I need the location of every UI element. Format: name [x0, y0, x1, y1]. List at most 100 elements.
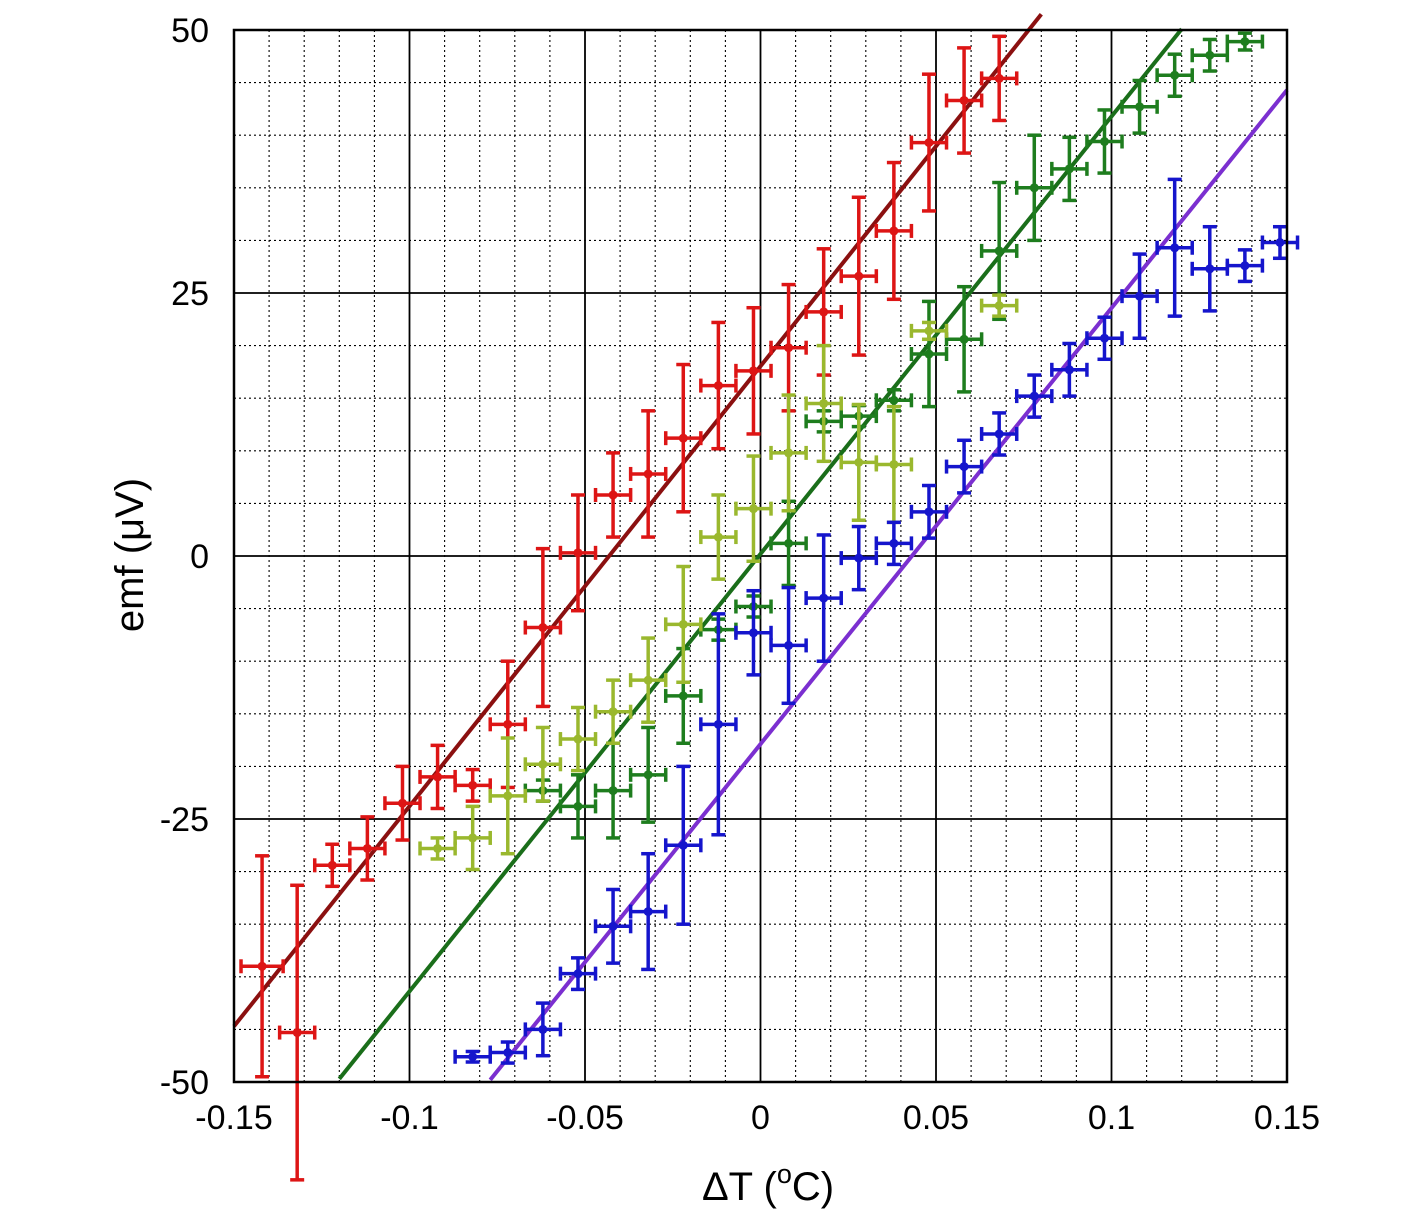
data-point	[959, 334, 969, 344]
data-point-errorbar	[909, 320, 949, 342]
data-point-errorbar	[769, 499, 808, 588]
data-point-errorbar	[558, 493, 598, 613]
data-point	[503, 791, 513, 801]
series	[418, 293, 1019, 872]
data-point-errorbar	[593, 887, 633, 965]
data-point-errorbar	[909, 72, 949, 213]
data-point	[784, 538, 794, 548]
data-point	[1099, 333, 1109, 343]
data-point	[924, 326, 934, 336]
data-point-errorbar	[453, 804, 492, 872]
data-point	[608, 921, 618, 931]
data-point-errorbar	[1155, 52, 1194, 99]
data-point-errorbar	[348, 815, 387, 882]
data-point-errorbar	[558, 956, 598, 992]
x-tick-label: 0.1	[1088, 1099, 1135, 1137]
data-point-errorbar	[593, 741, 633, 840]
data-point	[573, 969, 583, 979]
data-point-errorbar	[239, 854, 285, 1079]
data-point	[889, 459, 899, 469]
data-point-errorbar	[558, 773, 598, 840]
data-point-errorbar	[663, 362, 703, 514]
data-point	[1170, 70, 1180, 80]
data-point-errorbar	[699, 320, 738, 451]
data-point-errorbar	[979, 34, 1019, 123]
data-point	[1135, 291, 1145, 301]
x-tick-label: -0.1	[380, 1099, 439, 1137]
data-point-errorbar	[1050, 341, 1089, 398]
data-point-errorbar	[663, 564, 703, 684]
data-point-errorbar	[874, 160, 914, 302]
data-point	[994, 301, 1004, 311]
data-point-errorbar	[663, 764, 703, 926]
data-point-errorbar	[734, 305, 773, 436]
data-point	[468, 833, 478, 843]
data-point	[608, 786, 618, 796]
data-point-errorbar	[628, 409, 668, 539]
data-point	[292, 1028, 302, 1038]
data-point-errorbar	[1190, 224, 1230, 313]
data-point	[713, 719, 723, 729]
data-point	[1240, 37, 1250, 47]
data-point-errorbar	[1050, 135, 1089, 203]
data-point	[468, 780, 478, 790]
data-point-errorbar	[523, 725, 563, 803]
data-point-errorbar	[909, 483, 949, 540]
data-point	[678, 691, 688, 701]
data-point-errorbar	[944, 46, 984, 155]
data-point-errorbar	[699, 493, 738, 581]
data-point	[538, 623, 548, 633]
data-point-errorbar	[418, 836, 457, 861]
data-point-errorbar	[979, 411, 1019, 457]
data-point-errorbar	[734, 588, 773, 677]
data-point	[924, 138, 934, 148]
data-point-errorbar	[1085, 315, 1124, 362]
data-point-errorbar	[909, 299, 949, 409]
data-point	[1275, 238, 1285, 248]
data-point-errorbar	[839, 402, 879, 522]
fit-line	[337, 27, 1184, 1081]
data-point	[854, 271, 864, 281]
data-point-errorbar	[453, 767, 492, 803]
data-point	[713, 381, 723, 391]
series	[523, 31, 1265, 840]
data-point-errorbar	[1120, 78, 1159, 135]
data-point	[1029, 391, 1039, 401]
data-point	[994, 73, 1004, 83]
data-point-errorbar	[1225, 248, 1265, 284]
data-point	[433, 772, 443, 782]
data-point-errorbar	[839, 524, 879, 592]
data-point	[608, 707, 618, 717]
data-point-errorbar	[699, 612, 738, 837]
data-point	[538, 759, 548, 769]
data-point	[959, 462, 969, 472]
data-point	[748, 628, 758, 638]
data-point-errorbar	[839, 195, 879, 357]
data-point	[503, 719, 513, 729]
data-point-errorbar	[593, 678, 633, 746]
x-tick-label: -0.15	[195, 1099, 273, 1137]
data-point	[819, 593, 829, 603]
data-point	[397, 798, 407, 808]
data-point-errorbar	[277, 883, 317, 1182]
data-point-errorbar	[979, 293, 1019, 318]
data-point	[1135, 102, 1145, 112]
data-point-errorbar	[1085, 108, 1124, 175]
data-point-errorbar	[804, 343, 843, 464]
data-point	[1205, 50, 1215, 60]
data-point-errorbar	[558, 705, 598, 773]
data-point	[1170, 243, 1180, 253]
x-tick-label: -0.05	[546, 1099, 624, 1137]
data-point	[1029, 183, 1039, 193]
x-axis-title: ΔT (oC)	[702, 1159, 834, 1209]
data-point	[643, 469, 653, 479]
data-point	[819, 398, 829, 408]
y-tick-label: -25	[160, 801, 209, 839]
data-point	[1064, 164, 1074, 174]
data-point-errorbar	[453, 1049, 492, 1064]
plot-frame	[232, 28, 1289, 1084]
y-axis-title: emf (μV)	[108, 478, 152, 632]
x-axis-title-unit: C)	[792, 1165, 834, 1209]
data-point	[1064, 365, 1074, 375]
